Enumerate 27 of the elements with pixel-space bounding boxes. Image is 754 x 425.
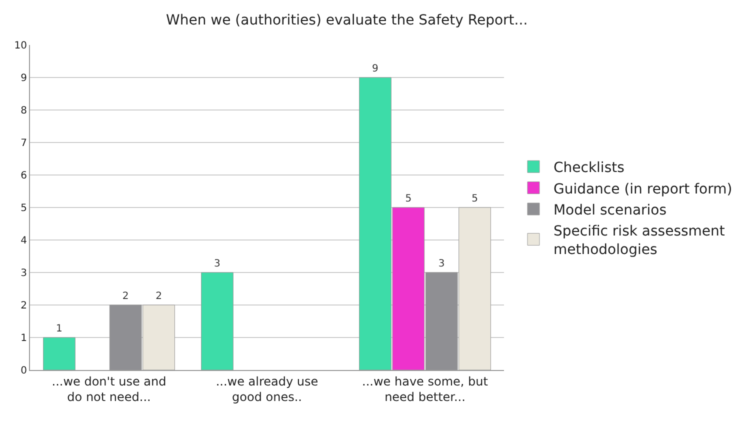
y-tick-label: 7 [20, 138, 27, 149]
legend-label: Specific risk assessment methodologies [553, 224, 726, 258]
x-tick-label: ...we have some, but need better... [362, 374, 488, 404]
y-tick-label: 10 [14, 40, 27, 52]
data-label: 5 [405, 194, 412, 204]
data-label: 5 [472, 194, 478, 204]
y-tick-label: 0 [20, 366, 27, 376]
data-label: 3 [214, 258, 220, 270]
y-tick-label: 6 [20, 170, 27, 182]
legend-label: Checklists [553, 160, 624, 176]
data-label: 1 [56, 324, 62, 334]
legend-label: Guidance (in report form) [553, 181, 732, 198]
x-tick-label: ...we don't use and do not need... [52, 374, 166, 404]
chart-title: When we (authorities) evaluate the Safety Report... [166, 12, 528, 29]
y-tick-label: 8 [20, 106, 27, 116]
data-label: 2 [122, 291, 129, 302]
y-tick-label: 5 [20, 203, 27, 214]
data-label: 2 [156, 291, 162, 302]
legend-label: Model scenarios [553, 202, 667, 218]
y-tick-label: 2 [20, 300, 27, 312]
x-tick-label: ...we already use good ones.. [216, 374, 318, 404]
y-tick-label: 4 [20, 236, 27, 246]
data-label: 3 [438, 258, 445, 270]
y-tick-label: 1 [20, 333, 27, 344]
y-tick-label: 9 [20, 73, 27, 84]
data-label: 9 [372, 64, 378, 74]
y-tick-label: 3 [20, 268, 27, 279]
